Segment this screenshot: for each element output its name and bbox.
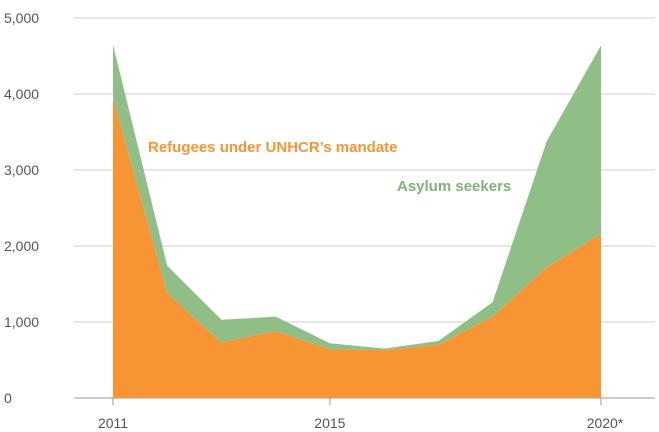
y-tick-label: 1,000 (4, 314, 39, 330)
series-label-asylum-seekers: Asylum seekers (397, 178, 511, 195)
y-tick-label: 5,000 (4, 10, 39, 26)
x-axis-tick-labels: 2011 2015 2020* (98, 398, 624, 431)
y-tick-label: 4,000 (4, 86, 39, 102)
area-refugees (113, 97, 601, 399)
y-tick-label: 0 (4, 390, 12, 406)
series-label-refugees: Refugees under UNHCR’s mandate (148, 139, 398, 156)
x-tick-label: 2011 (98, 415, 128, 431)
x-tick-label: 2015 (314, 415, 345, 431)
y-tick-label: 3,000 (4, 162, 39, 178)
y-axis-tick-labels: 0 1,000 2,000 3,000 4,000 5,000 (4, 10, 39, 406)
x-tick-label: 2020* (587, 415, 624, 431)
y-tick-label: 2,000 (4, 238, 39, 254)
chart-areas (113, 44, 601, 399)
